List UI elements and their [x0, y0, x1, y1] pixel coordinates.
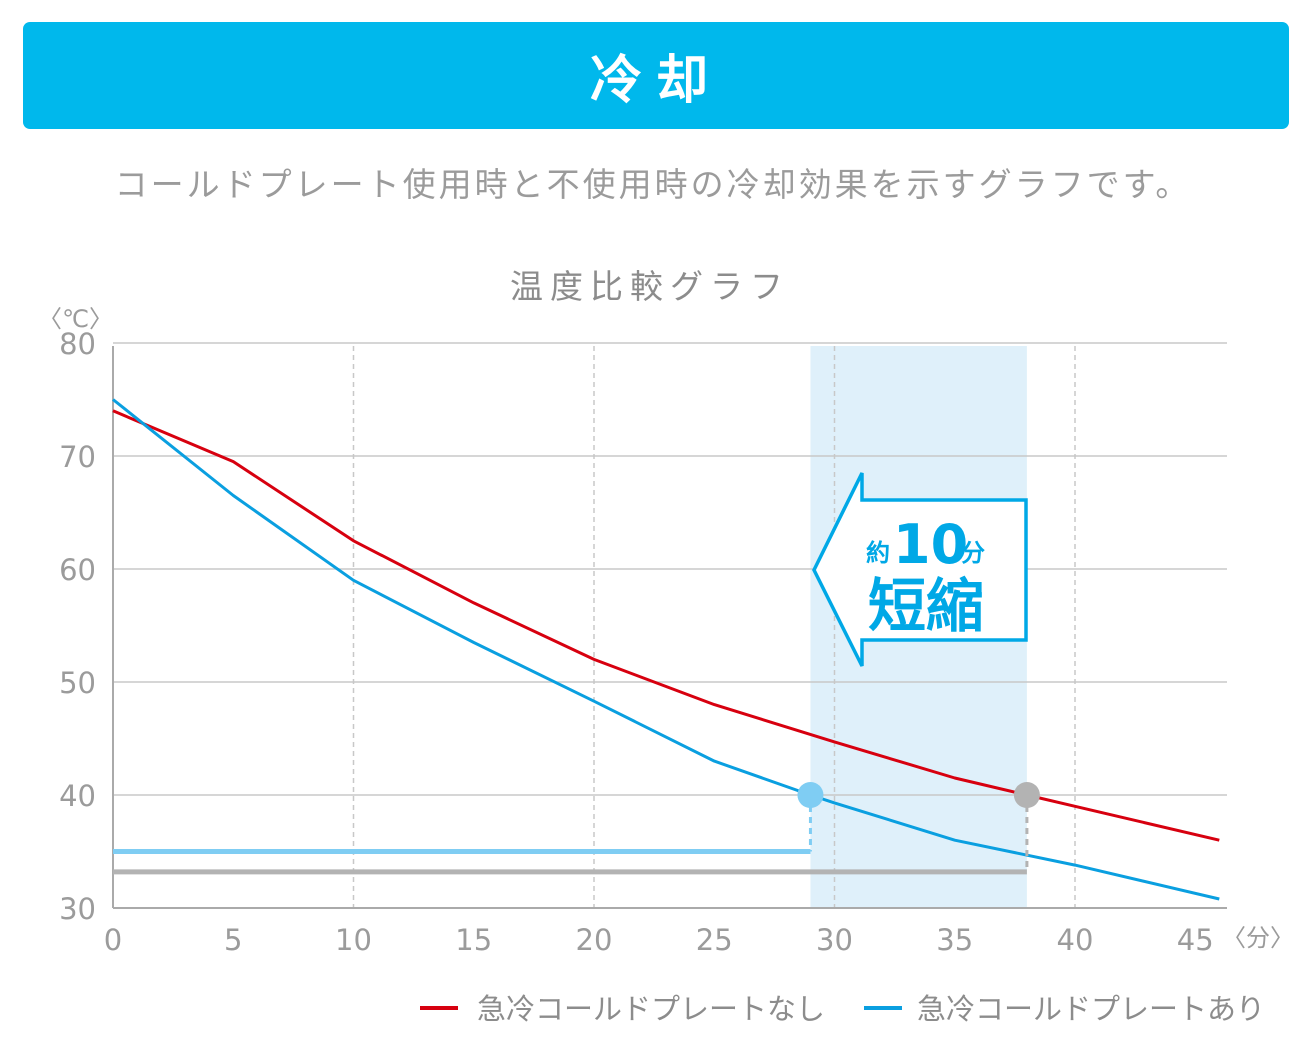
- x-axis-unit: 〈分〉: [1222, 924, 1294, 952]
- x-tick-label: 10: [335, 923, 372, 957]
- y-tick-label: 60: [59, 553, 96, 587]
- y-tick-label: 30: [59, 892, 96, 926]
- header-title: 冷却: [589, 51, 722, 111]
- y-axis-unit: 〈℃〉: [38, 305, 113, 333]
- annotation-label: 短縮: [868, 572, 984, 640]
- data-marker: [797, 782, 824, 808]
- series-line: [112, 398, 1220, 901]
- x-tick-label: 25: [696, 923, 733, 957]
- x-tick-label: 15: [455, 923, 492, 957]
- x-tick-label: 30: [816, 923, 853, 957]
- header-banner: 冷却: [23, 22, 1289, 129]
- x-tick-label: 40: [1057, 923, 1094, 957]
- chart-title: 温度比較グラフ: [510, 267, 790, 306]
- data-marker: [1013, 782, 1040, 808]
- y-tick-label: 50: [59, 666, 96, 700]
- left-arrow-icon: [812, 472, 1028, 667]
- x-tick-label: 5: [224, 923, 242, 957]
- legend-label: 急冷コールドプレートなし: [477, 992, 825, 1026]
- series-line: [112, 409, 1220, 842]
- x-tick-label: 35: [936, 923, 973, 957]
- legend-label: 急冷コールドプレートあり: [917, 992, 1265, 1026]
- reduction-annotation: 約 10 分 短縮: [812, 472, 1028, 667]
- x-tick-label: 20: [576, 923, 613, 957]
- y-tick-label: 80: [59, 327, 96, 361]
- chart-legend: 急冷コールドプレートなし 急冷コールドプレートあり: [420, 992, 1265, 1026]
- annotation-prefix: 約: [866, 539, 890, 567]
- x-tick-label: 45: [1177, 923, 1214, 957]
- chart-description: コールドプレート使用時と不使用時の冷却効果を示すグラフです。: [114, 165, 1192, 204]
- x-tick-label: 0: [104, 923, 122, 957]
- annotation-unit: 分: [961, 539, 985, 567]
- y-tick-label: 70: [59, 440, 96, 474]
- annotation-number: 10: [893, 513, 968, 576]
- y-tick-label: 40: [59, 779, 96, 813]
